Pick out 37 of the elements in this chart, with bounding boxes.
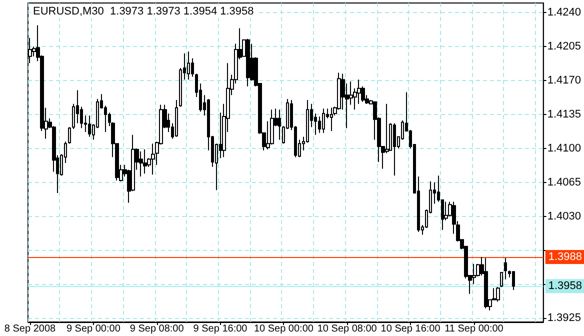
y-tick-label: 1.4135 xyxy=(547,108,582,121)
x-tick-label: 10 Sep 16:00 xyxy=(380,324,441,334)
candlestick xyxy=(504,258,507,280)
candlestick xyxy=(143,148,147,174)
x-tick-label: 10 Sep 00:00 xyxy=(254,324,314,334)
candlestick xyxy=(175,99,178,138)
candlestick xyxy=(151,143,155,176)
x-tick-label: 9 Sep 16:00 xyxy=(193,324,248,334)
candlestick xyxy=(278,109,281,140)
ref-line-label: 1.3958 xyxy=(548,280,582,292)
candlestick xyxy=(512,271,515,291)
x-tick-label: 9 Sep 08:00 xyxy=(130,324,184,334)
candlestick xyxy=(322,108,325,134)
candlestick xyxy=(496,286,500,302)
candlestick xyxy=(484,258,488,309)
y-tick-label: 1.4170 xyxy=(547,74,582,87)
y-tick-label: 1.4030 xyxy=(547,210,582,222)
y-tick-label: 1.4205 xyxy=(547,40,582,53)
candlestick xyxy=(187,50,190,80)
chart-title: EURUSD,M30 1.3973 1.3973 1.3954 1.3958 xyxy=(33,6,254,18)
y-tick-label: 1.4100 xyxy=(547,142,582,154)
candlestick xyxy=(270,109,274,146)
candlestick xyxy=(88,114,91,138)
candlestick xyxy=(500,272,503,288)
candlestick xyxy=(246,38,250,87)
candlestick xyxy=(139,150,143,178)
x-tick-label: 9 Sep 00:00 xyxy=(66,324,121,334)
y-tick-label: 1.3925 xyxy=(547,312,582,324)
x-tick-label: 8 Sep 2008 xyxy=(4,324,56,334)
candlestick xyxy=(393,122,396,176)
x-tick-label: 10 Sep 08:00 xyxy=(317,324,378,334)
candlestick xyxy=(68,126,71,144)
candlestick xyxy=(330,107,333,132)
y-tick-label: 1.4240 xyxy=(547,6,582,19)
x-tick-label: 11 Sep 00:00 xyxy=(444,324,504,334)
ref-line-label: 1.3988 xyxy=(548,251,582,264)
y-tick-label: 1.4065 xyxy=(547,176,582,188)
